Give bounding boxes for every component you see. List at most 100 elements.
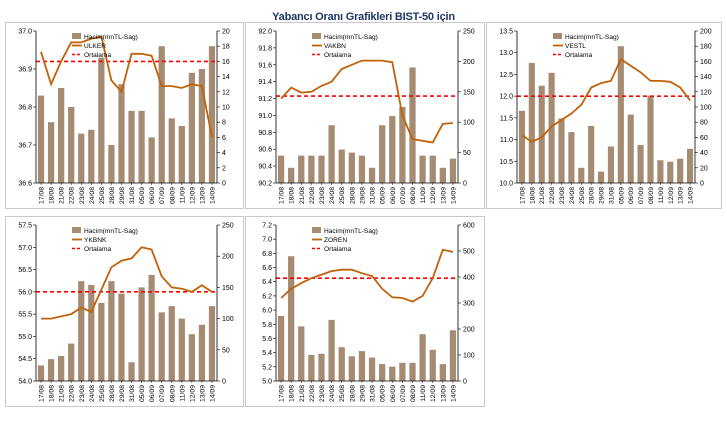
x-tick-label: 28/08 (109, 385, 116, 402)
x-tick-label: 08/09 (169, 187, 176, 204)
x-tick-label: 07/09 (159, 187, 166, 204)
right-tick-label: 60 (700, 135, 708, 142)
legend-bar-label: Hacim(mnTL-Sag) (324, 228, 378, 235)
x-tick-label: 14/09 (209, 187, 216, 204)
x-tick-label: 23/08 (319, 385, 326, 402)
chart-svg: 10.0 10.5 11.0 11.5 12.0 12.5 13.0 13.5 0 20 40 60 8… (499, 29, 712, 205)
volume-bar (348, 356, 355, 381)
right-tick-label: 150 (222, 285, 234, 292)
volume-bar (198, 69, 206, 183)
right-tick-label: 14 (222, 74, 230, 81)
left-tick-label: 54.0 (18, 379, 32, 386)
x-tick-label: 21/08 (539, 187, 546, 204)
right-tick-label: 140 (700, 74, 712, 81)
bar-series (277, 256, 457, 381)
x-tick-label: 23/08 (79, 187, 86, 204)
legend-avg-label: Ortalama (324, 246, 351, 253)
volume-bar (128, 362, 135, 381)
legend-bar-label: Hacim(mnTL-Sag) (324, 34, 378, 41)
left-tick-label: 56.0 (18, 289, 32, 296)
x-tick-label: 22/08 (549, 187, 556, 204)
legend-bar-swatch (312, 33, 321, 39)
left-tick-label: 12.5 (499, 72, 513, 79)
legend-line-label: ULKER (84, 43, 106, 50)
volume-bar (449, 158, 457, 183)
left-tick-label: 56.5 (18, 267, 32, 274)
left-tick-label: 91.4 (258, 79, 272, 86)
right-tick-label: 0 (463, 379, 467, 386)
right-tick-label: 6 (222, 135, 226, 142)
right-tick-label: 100 (700, 105, 712, 112)
legend-bar-label: Hacim(mnTL-Sag) (84, 228, 138, 235)
left-tick-label: 91.0 (258, 113, 272, 120)
right-tick-label: 0 (463, 181, 467, 188)
volume-bar (288, 256, 295, 381)
x-tick-label: 28/08 (589, 187, 596, 204)
x-tick-label: 31/08 (370, 187, 377, 204)
x-tick-label: 21/08 (299, 385, 306, 402)
volume-bar (58, 356, 65, 381)
volume-bar (657, 160, 664, 183)
volume-bar (399, 107, 406, 183)
left-tick-label: 5.2 (262, 364, 272, 371)
volume-bar (389, 116, 396, 183)
volume-bar (68, 343, 75, 381)
volume-bar (419, 155, 426, 183)
right-tick-label: 200 (222, 254, 234, 261)
chart-legend: Hacim(mnTL-Sag) VAKBN Ortalama (312, 33, 378, 59)
right-tick-label: 100 (463, 353, 475, 360)
legend-bar-swatch (72, 33, 81, 39)
volume-bar (58, 88, 65, 183)
legend-avg-label: Ortalama (324, 52, 351, 59)
volume-bar (528, 62, 535, 183)
x-tick-label: 12/09 (430, 385, 437, 402)
right-tick-label: 200 (463, 59, 475, 66)
price-line (40, 35, 213, 138)
x-tick-label: 12/09 (430, 187, 437, 204)
left-tick-label: 10.5 (499, 159, 513, 166)
x-tick-label: 31/08 (129, 187, 136, 204)
right-tick-label: 18 (222, 44, 230, 51)
left-tick-label: 6.2 (262, 293, 272, 300)
volume-bar (148, 137, 155, 183)
volume-bar (318, 353, 325, 381)
x-tick-label: 25/08 (339, 385, 346, 402)
x-tick-label: 24/08 (329, 385, 336, 402)
right-tick-label: 200 (463, 327, 475, 334)
bar-series (37, 46, 216, 184)
volume-bar (298, 326, 305, 381)
right-tick-label: 0 (222, 181, 226, 188)
x-tick-label: 28/08 (349, 385, 356, 402)
right-tick-label: 300 (463, 301, 475, 308)
x-tick-label: 07/09 (638, 187, 645, 204)
x-tick-label: 13/09 (199, 385, 206, 402)
volume-bar (158, 46, 165, 184)
volume-bar (429, 349, 436, 381)
volume-bar (308, 355, 315, 381)
x-tick-label: 17/08 (39, 187, 46, 204)
volume-bar (348, 152, 355, 183)
volume-bar (419, 334, 426, 381)
x-tick-label: 13/09 (440, 187, 447, 204)
volume-bar (188, 334, 195, 381)
volume-bar (277, 155, 285, 183)
x-tick-label: 18/08 (529, 187, 536, 204)
x-tick-label: 05/09 (380, 187, 387, 204)
volume-bar (178, 318, 185, 381)
page-title: Yabancı Oranı Grafikleri BIST-50 için (272, 11, 455, 23)
right-tick-label: 100 (222, 316, 234, 323)
legend-bar-swatch (312, 227, 321, 233)
right-tick-label: 160 (700, 59, 712, 66)
volume-bar (399, 362, 406, 381)
x-tick-label: 31/08 (608, 187, 615, 204)
volume-bar (88, 284, 95, 381)
volume-bar (138, 110, 145, 183)
volume-bar (328, 319, 335, 381)
x-tick-label: 14/09 (450, 187, 457, 204)
volume-bar (168, 118, 175, 183)
left-tick-label: 12.0 (499, 94, 513, 101)
left-tick-label: 11.5 (500, 115, 513, 122)
volume-bar (627, 114, 634, 183)
x-tick-label: 05/09 (139, 385, 146, 402)
x-tick-label: 13/09 (199, 187, 206, 204)
